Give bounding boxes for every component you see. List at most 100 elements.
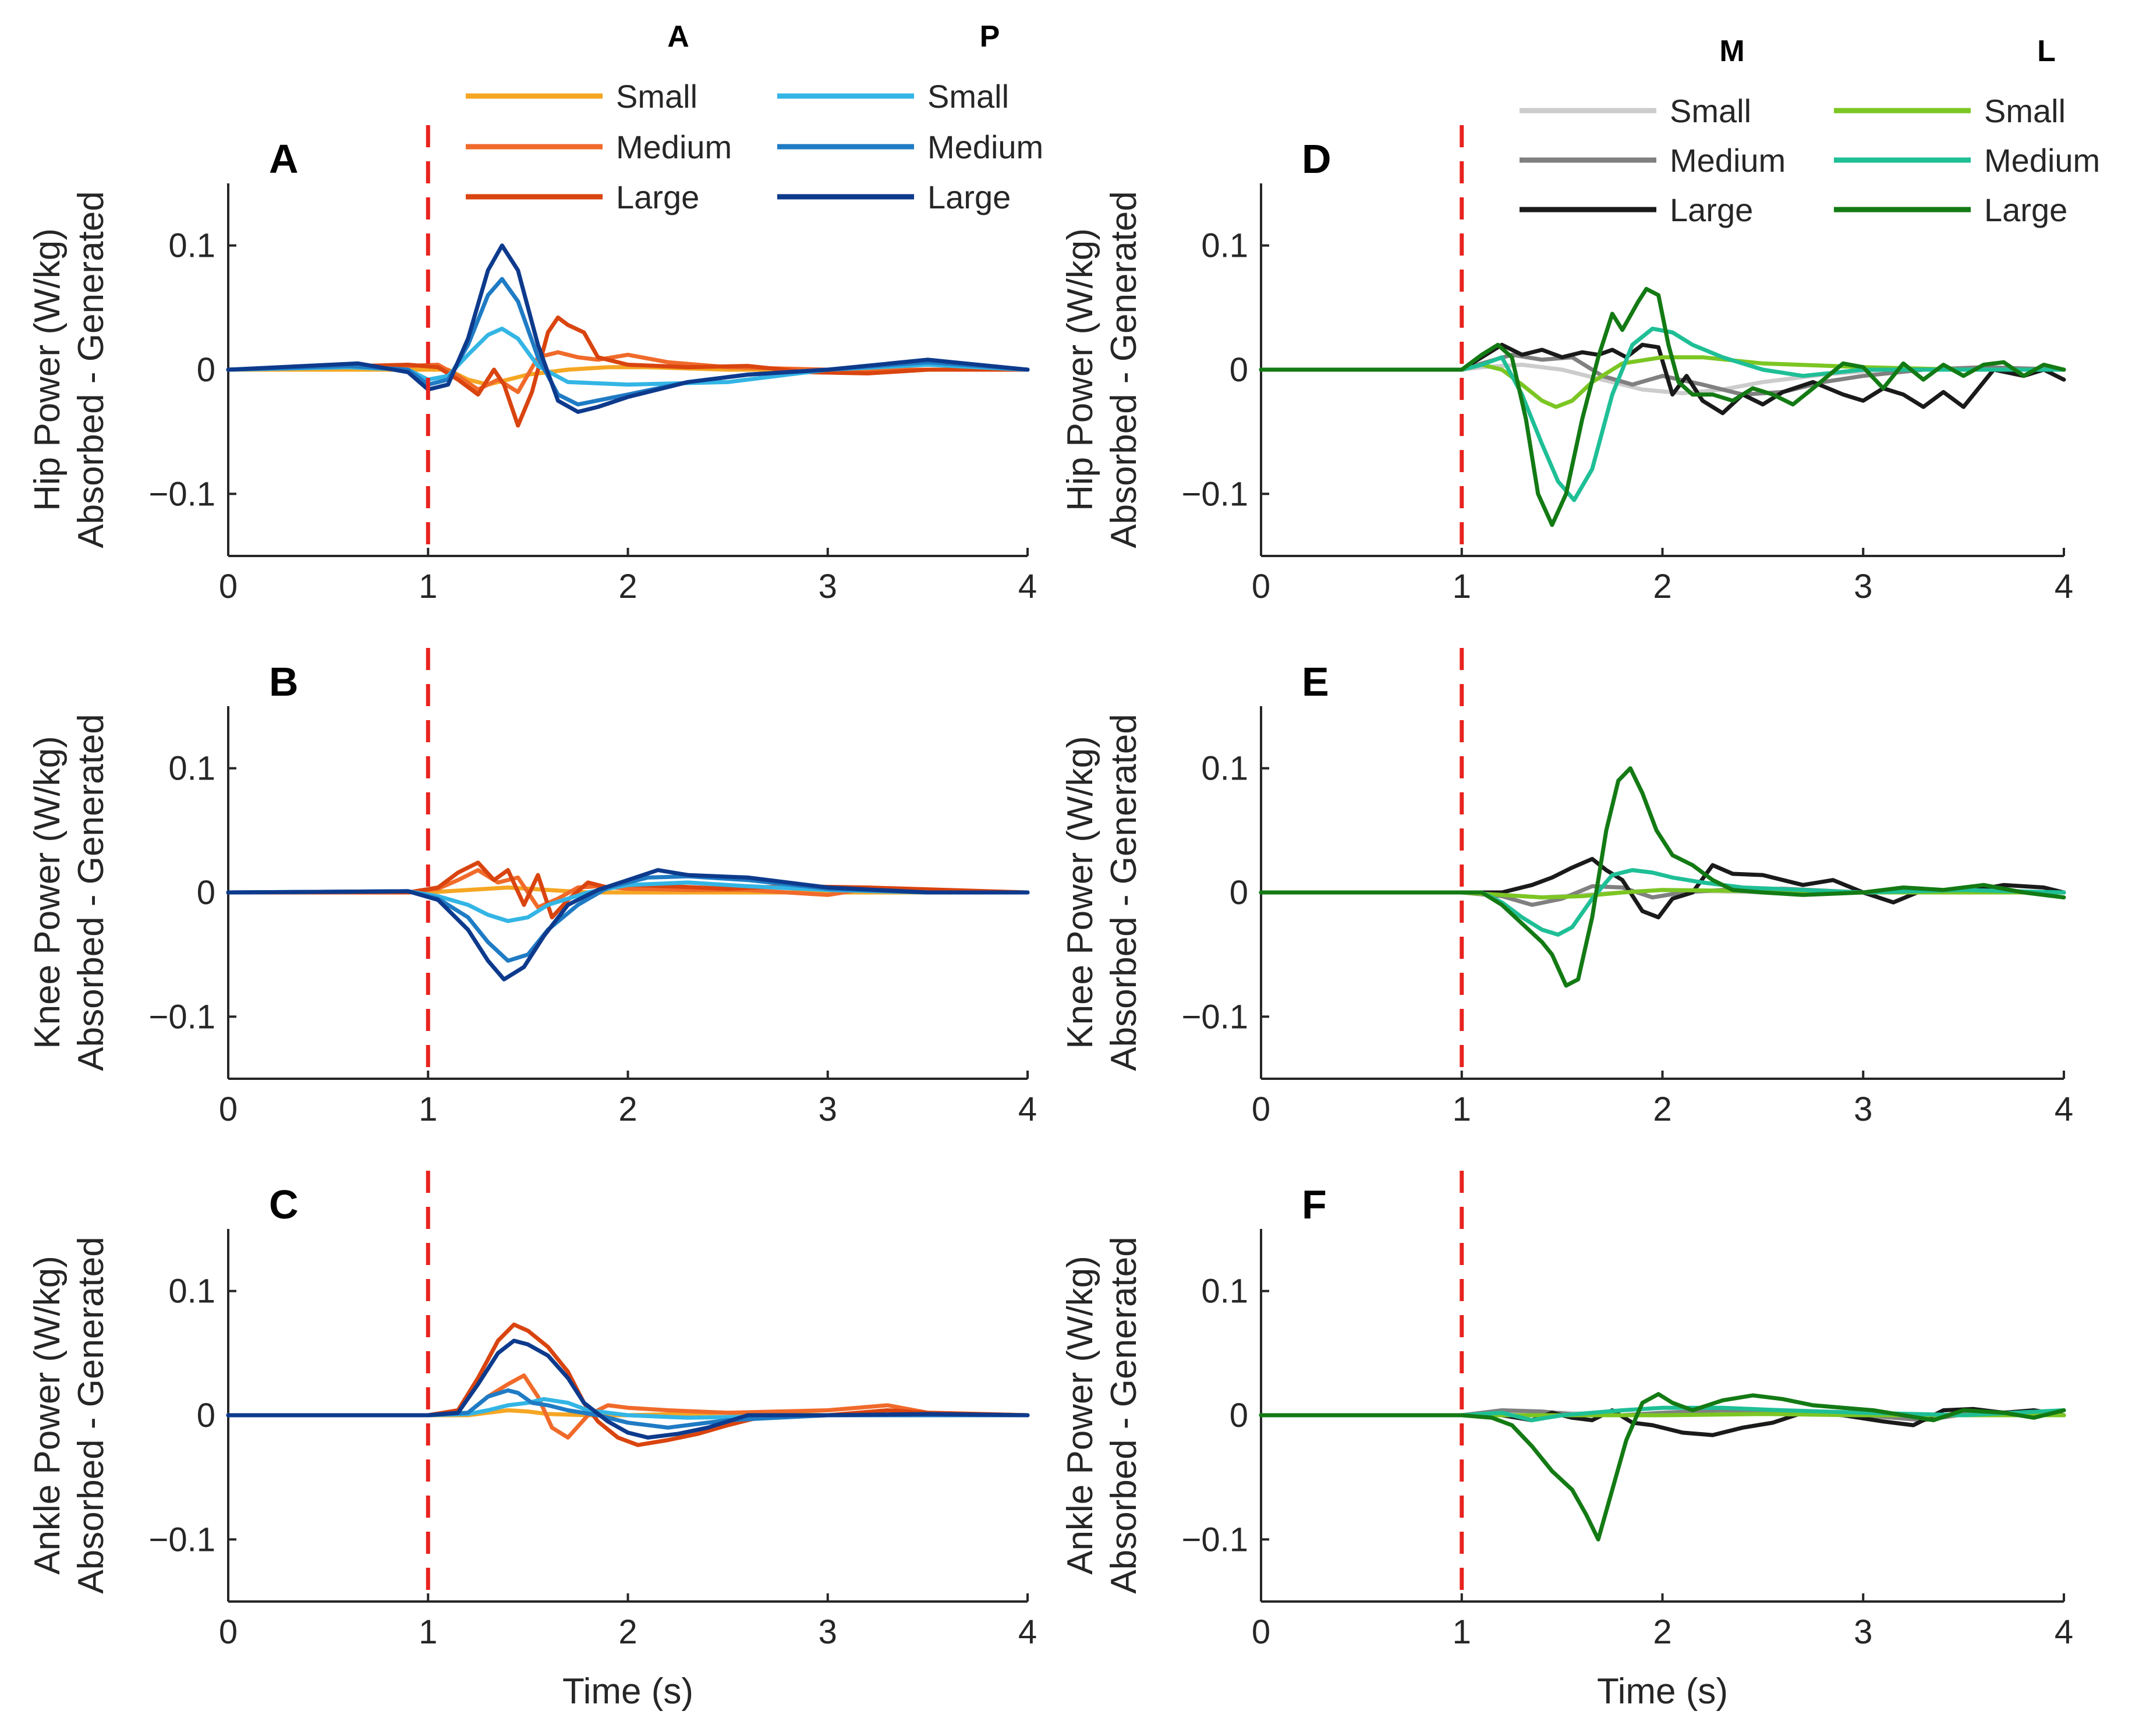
panel-letter: F: [1302, 1182, 1327, 1227]
legend-group-title: A: [667, 20, 689, 54]
panel-letter: B: [269, 659, 299, 704]
panel-letter: A: [269, 136, 299, 182]
series-line-a-large: [226, 860, 1030, 920]
series-line-p-small: [226, 880, 1030, 923]
x-tick-label: 0: [219, 1090, 238, 1128]
y-tick-label: 0.1: [1201, 227, 1248, 265]
y-tick-label: 0.1: [168, 227, 215, 265]
x-tick-label: 1: [419, 568, 437, 605]
legend-group-title: M: [1719, 34, 1744, 68]
series-line-p-large: [226, 1338, 1030, 1440]
series-line-l-medium: [1259, 327, 2066, 502]
legend-group-title: P: [980, 20, 1000, 54]
y-tick-label: 0.1: [1201, 750, 1248, 788]
x-tick-label: 4: [1018, 1613, 1037, 1651]
y-tick-label: 0: [197, 874, 215, 912]
panel-a: −0.1 0 0.1 0 1 2 3 4 Hip Power (W/kg) Absorbed - …: [27, 125, 1037, 605]
y-tick-label: 0: [197, 351, 215, 389]
series-line-p-large: [226, 868, 1030, 982]
legend-label: Large: [616, 179, 699, 215]
x-tick-label: 4: [2055, 1613, 2073, 1651]
y-axis-label: Absorbed - Generated: [1104, 191, 1144, 548]
x-tick-label: 0: [219, 568, 238, 605]
panel-b: −0.1 0 0.1 0 1 2 3 4 Knee Power (W/kg) Absorbed -…: [27, 648, 1037, 1128]
x-tick-label: 3: [819, 1613, 837, 1651]
y-axis-label: Hip Power (W/kg): [27, 228, 68, 511]
y-axis-label: Absorbed - Generated: [1104, 714, 1144, 1071]
series-line-a-large: [226, 315, 1030, 428]
x-tick-label: 1: [1453, 1090, 1471, 1128]
series-line-p-medium: [226, 1388, 1030, 1430]
series-line-a-large: [226, 1322, 1030, 1447]
y-axis-label: Absorbed - Generated: [1104, 1237, 1144, 1594]
legend-label: Small: [616, 78, 697, 115]
y-tick-label: 0: [1230, 874, 1248, 912]
legend-label: Large: [1670, 192, 1753, 228]
y-tick-label: 0: [1230, 351, 1248, 389]
legend-label: Medium: [1670, 142, 1786, 179]
y-axis-label: Absorbed - Generated: [71, 714, 111, 1071]
y-axis-label: Absorbed - Generated: [71, 1237, 111, 1594]
legend-label: Medium: [616, 129, 732, 165]
y-tick-label: 0: [197, 1397, 215, 1434]
series-line-l-medium: [1259, 1405, 2066, 1422]
x-tick-label: 2: [618, 1090, 637, 1128]
x-tick-label: 3: [819, 1090, 837, 1128]
panel-letter: D: [1302, 136, 1331, 182]
y-tick-label: −0.1: [149, 1521, 216, 1558]
series-line-l-large: [1259, 286, 2066, 527]
x-axis-label: Time (s): [562, 1671, 693, 1712]
y-tick-label: 0: [1230, 1397, 1248, 1434]
y-tick-label: −0.1: [1182, 998, 1249, 1036]
x-tick-label: 2: [618, 1613, 637, 1651]
series-line-l-large: [1259, 766, 2066, 988]
legend-label: Small: [1984, 93, 2066, 129]
x-tick-label: 2: [1653, 1613, 1671, 1651]
panel-c: −0.1 0 0.1 0 1 2 3 4 Ankle Power (W/kg) Absorbed …: [27, 1171, 1037, 1712]
panel-f: −0.1 0 0.1 0 1 2 3 4 Ankle Power (W/kg) Absorbed …: [1060, 1171, 2073, 1712]
y-tick-label: 0.1: [1201, 1273, 1248, 1310]
x-tick-label: 1: [419, 1090, 437, 1128]
y-tick-label: 0.1: [168, 1273, 215, 1310]
series-line-l-medium: [1259, 868, 2066, 937]
series-line-l-large: [1259, 1392, 2066, 1542]
x-tick-label: 2: [1653, 568, 1671, 605]
x-tick-label: 3: [819, 568, 837, 605]
x-tick-label: 0: [1252, 1090, 1270, 1128]
legend-label: Large: [1984, 192, 2067, 228]
y-axis-label: Absorbed - Generated: [71, 191, 111, 548]
panel-letter: E: [1302, 659, 1329, 704]
legend-label: Large: [927, 179, 1011, 215]
x-tick-label: 3: [1854, 568, 1872, 605]
x-tick-label: 1: [419, 1613, 437, 1651]
x-tick-label: 1: [1453, 568, 1471, 605]
x-axis-label: Time (s): [1597, 1671, 1728, 1712]
y-tick-label: 0.1: [168, 750, 215, 788]
y-axis-label: Knee Power (W/kg): [1060, 736, 1100, 1049]
x-tick-label: 4: [1018, 1090, 1037, 1128]
x-tick-label: 0: [1252, 568, 1270, 605]
y-tick-label: −0.1: [149, 475, 216, 513]
x-tick-label: 2: [618, 568, 637, 605]
panel-d: −0.1 0 0.1 0 1 2 3 4 Hip Power (W/kg) Absorbed - …: [1060, 125, 2073, 605]
x-tick-label: 4: [2055, 568, 2073, 605]
y-axis-label: Hip Power (W/kg): [1060, 228, 1100, 511]
series-line-l-small: [1259, 355, 2066, 409]
legend-label: Small: [1670, 93, 1751, 129]
x-tick-label: 3: [1854, 1090, 1872, 1128]
x-tick-label: 3: [1854, 1613, 1872, 1651]
x-tick-label: 0: [1252, 1613, 1270, 1651]
x-tick-label: 4: [1018, 568, 1037, 605]
legend-group-title: L: [2037, 34, 2056, 68]
x-tick-label: 0: [219, 1613, 238, 1651]
x-tick-label: 2: [1653, 1090, 1671, 1128]
x-tick-label: 1: [1453, 1613, 1471, 1651]
y-axis-label: Ankle Power (W/kg): [27, 1256, 68, 1575]
series-line-a-medium: [226, 1373, 1030, 1440]
panel-e: −0.1 0 0.1 0 1 2 3 4 Knee Power (W/kg) Absorbed -…: [1060, 648, 2073, 1128]
legend-label: Medium: [927, 129, 1043, 165]
panel-letter: C: [269, 1182, 299, 1227]
y-axis-label: Knee Power (W/kg): [27, 736, 68, 1049]
legend-label: Small: [927, 78, 1009, 115]
y-tick-label: −0.1: [149, 998, 216, 1036]
